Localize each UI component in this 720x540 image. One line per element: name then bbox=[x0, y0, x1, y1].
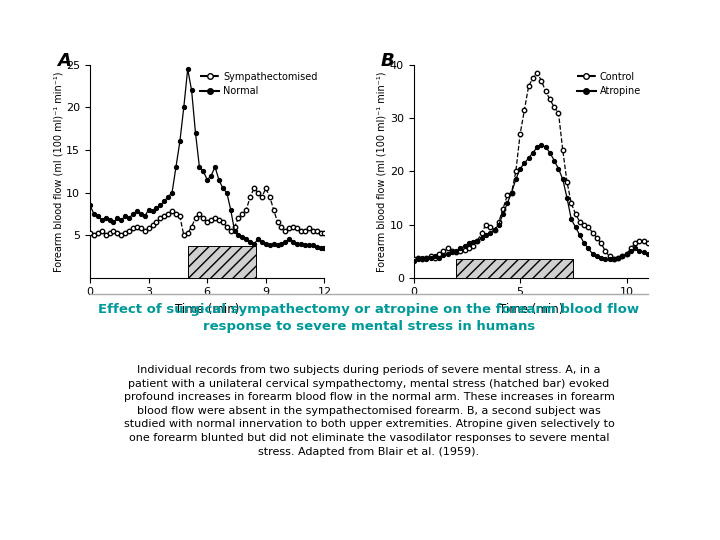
Text: B: B bbox=[381, 52, 395, 70]
X-axis label: Time (min): Time (min) bbox=[175, 303, 240, 316]
Text: A: A bbox=[57, 52, 71, 70]
X-axis label: Time (min): Time (min) bbox=[498, 303, 563, 316]
Legend: Sympathectomised, Normal: Sympathectomised, Normal bbox=[198, 70, 320, 98]
Text: Individual records from two subjects during periods of severe mental stress. A, : Individual records from two subjects dur… bbox=[124, 365, 614, 457]
Bar bbox=[456, 259, 573, 278]
Bar bbox=[188, 246, 256, 278]
Legend: Control, Atropine: Control, Atropine bbox=[575, 70, 643, 98]
Text: Effect of surgical sympathectomy or atropine on the forearm blood flow
response : Effect of surgical sympathectomy or atro… bbox=[99, 303, 639, 333]
Y-axis label: Forearm blood flow (ml (100 ml)⁻¹ min⁻¹): Forearm blood flow (ml (100 ml)⁻¹ min⁻¹) bbox=[377, 71, 387, 272]
Y-axis label: Forearm blood flow (ml (100 ml)⁻¹ min⁻¹): Forearm blood flow (ml (100 ml)⁻¹ min⁻¹) bbox=[53, 71, 63, 272]
